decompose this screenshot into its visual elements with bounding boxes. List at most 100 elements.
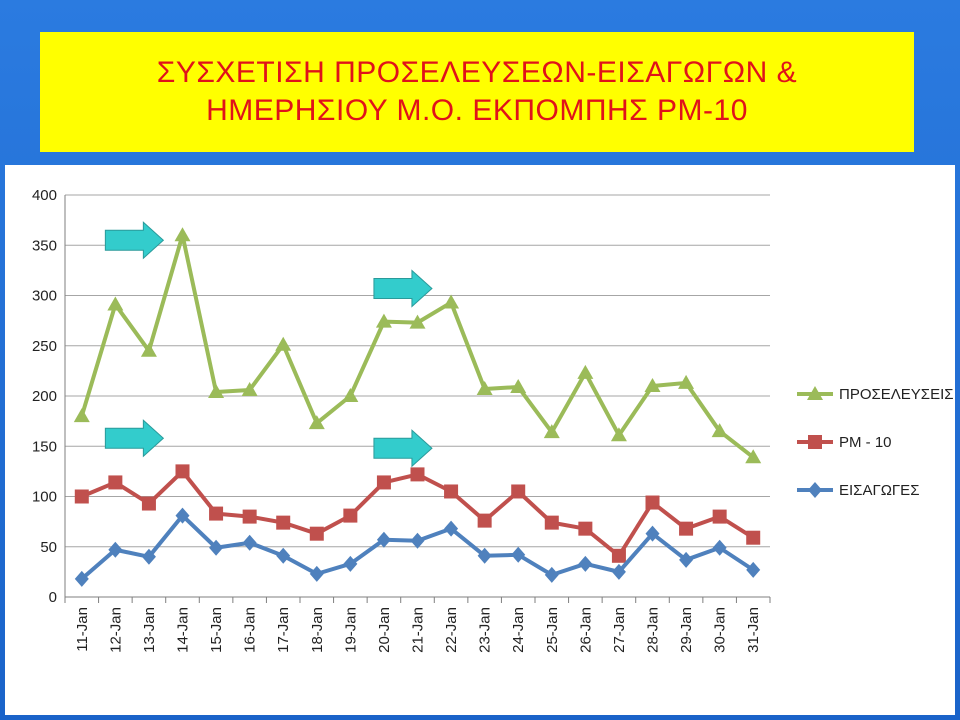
- data-point-2-13: [511, 546, 526, 563]
- data-point-1-1: [108, 475, 123, 490]
- legend-marker-1: [808, 435, 822, 449]
- title-banner: ΣΥΣΧΕΤΙΣΗ ΠΡΟΣΕΛΕΥΣΕΩΝ-ΕΙΣΑΓΩΓΩΝ & ΗΜΕΡΗ…: [40, 32, 914, 152]
- y-tick-label-250: 250: [32, 338, 57, 355]
- data-point-1-20: [746, 530, 761, 545]
- x-tick-label-26-Jan: 26-Jan: [577, 607, 594, 653]
- data-point-1-6: [276, 515, 291, 530]
- gridlines: [65, 194, 770, 548]
- data-point-2-3: [175, 507, 190, 524]
- data-point-0-6: [275, 336, 292, 351]
- data-point-2-9: [376, 531, 391, 548]
- data-point-2-0: [74, 570, 89, 587]
- legend-marker-2: [808, 482, 822, 498]
- y-tick-label-50: 50: [40, 539, 57, 556]
- x-tick-label-19-Jan: 19-Jan: [342, 607, 359, 653]
- data-point-1-11: [444, 484, 459, 499]
- data-point-2-20: [746, 561, 761, 578]
- y-tick-label-400: 400: [32, 187, 57, 204]
- data-point-2-19: [712, 539, 727, 556]
- data-point-0-4: [208, 383, 225, 398]
- x-tick-label-25-Jan: 25-Jan: [544, 607, 561, 653]
- x-tick-label-17-Jan: 17-Jan: [275, 607, 292, 653]
- data-point-1-9: [376, 475, 391, 490]
- x-tick-label-22-Jan: 22-Jan: [443, 607, 460, 653]
- x-tick-label-27-Jan: 27-Jan: [611, 607, 628, 653]
- arrow-icon-1: [373, 269, 433, 308]
- title-line-2: ΗΜΕΡΗΣΙΟΥ Μ.Ο. ΕΚΠΟΜΠΗΣ PM-10: [206, 94, 748, 127]
- data-point-1-18: [679, 521, 694, 536]
- data-point-1-4: [209, 506, 224, 521]
- data-point-0-19: [711, 423, 728, 438]
- data-point-1-7: [309, 526, 324, 541]
- data-point-1-0: [74, 489, 89, 504]
- data-point-2-1: [108, 541, 123, 558]
- series-line-0: [79, 233, 755, 459]
- x-tick-label-18-Jan: 18-Jan: [309, 607, 326, 653]
- data-point-0-14: [543, 424, 560, 439]
- data-point-2-8: [343, 555, 358, 572]
- data-point-2-17: [645, 525, 660, 542]
- line-chart: 0 50 100 150 200 250 300 350 400 11-Jan 12-Jan 13-J…: [32, 187, 954, 653]
- data-point-2-5: [242, 534, 257, 551]
- data-point-0-8: [342, 388, 359, 402]
- chart-panel: 0 50 100 150 200 250 300 350 400 11-Jan 12-Jan 13-J…: [5, 165, 955, 715]
- x-tick-label-31-Jan: 31-Jan: [745, 607, 762, 653]
- x-tick-label-15-Jan: 15-Jan: [208, 607, 225, 653]
- data-point-1-12: [477, 513, 492, 528]
- legend-marker-0: [807, 386, 823, 400]
- legend: ΠΡΟΣΕΛΕΥΣΕΙΣ PM - 10 ΕΙΣΑΓΩΓΕΣ: [797, 386, 954, 499]
- data-point-0-1: [107, 296, 124, 311]
- data-point-1-17: [645, 495, 660, 510]
- data-point-1-13: [511, 484, 526, 499]
- y-tick-label-150: 150: [32, 438, 57, 455]
- data-point-1-5: [242, 509, 257, 524]
- data-point-0-17: [644, 377, 661, 392]
- data-point-1-2: [141, 496, 156, 511]
- data-point-0-3: [174, 227, 191, 242]
- data-point-0-12: [476, 380, 493, 395]
- data-point-0-11: [443, 294, 460, 309]
- data-point-0-0: [73, 408, 90, 423]
- data-point-1-19: [712, 509, 727, 524]
- x-tick-label-12-Jan: 12-Jan: [107, 607, 124, 653]
- data-point-0-7: [308, 415, 325, 430]
- x-tick-label-11-Jan: 11-Jan: [74, 607, 91, 652]
- data-point-2-6: [276, 547, 291, 564]
- data-point-0-5: [241, 381, 258, 396]
- data-point-2-12: [477, 547, 492, 564]
- data-point-2-4: [209, 539, 224, 556]
- y-tick-label-100: 100: [32, 489, 57, 506]
- data-point-2-2: [141, 548, 156, 565]
- series-0: [73, 227, 762, 464]
- x-tick-label-16-Jan: 16-Jan: [242, 607, 259, 653]
- legend-label-1: PM - 10: [839, 434, 892, 451]
- data-point-1-10: [410, 467, 425, 482]
- x-tick-label-23-Jan: 23-Jan: [477, 607, 494, 653]
- y-tick-label-0: 0: [49, 589, 57, 606]
- data-point-2-15: [578, 555, 593, 572]
- data-point-0-16: [610, 427, 627, 442]
- data-point-0-9: [375, 313, 392, 328]
- arrow-icon-2: [104, 419, 165, 458]
- legend-label-2: ΕΙΣΑΓΩΓΕΣ: [839, 482, 919, 499]
- x-tick-label-30-Jan: 30-Jan: [712, 607, 729, 653]
- data-point-1-16: [611, 548, 626, 563]
- data-point-1-15: [578, 521, 593, 536]
- y-tick-label-350: 350: [32, 237, 57, 254]
- data-point-2-14: [544, 566, 559, 583]
- data-point-2-10: [410, 532, 425, 549]
- x-tick-label-13-Jan: 13-Jan: [141, 607, 158, 653]
- data-point-2-11: [444, 520, 459, 537]
- data-point-1-3: [175, 464, 190, 479]
- x-tick-label-14-Jan: 14-Jan: [175, 607, 192, 653]
- y-tick-label-200: 200: [32, 388, 57, 405]
- data-point-0-10: [409, 314, 426, 329]
- series-2: [74, 507, 761, 587]
- x-tick-label-28-Jan: 28-Jan: [645, 607, 662, 653]
- data-point-0-2: [140, 342, 157, 357]
- arrow-icon-3: [373, 429, 433, 468]
- y-tick-label-300: 300: [32, 288, 57, 305]
- data-point-1-8: [343, 508, 358, 523]
- data-point-2-16: [611, 563, 626, 580]
- arrow-icon-0: [104, 221, 165, 260]
